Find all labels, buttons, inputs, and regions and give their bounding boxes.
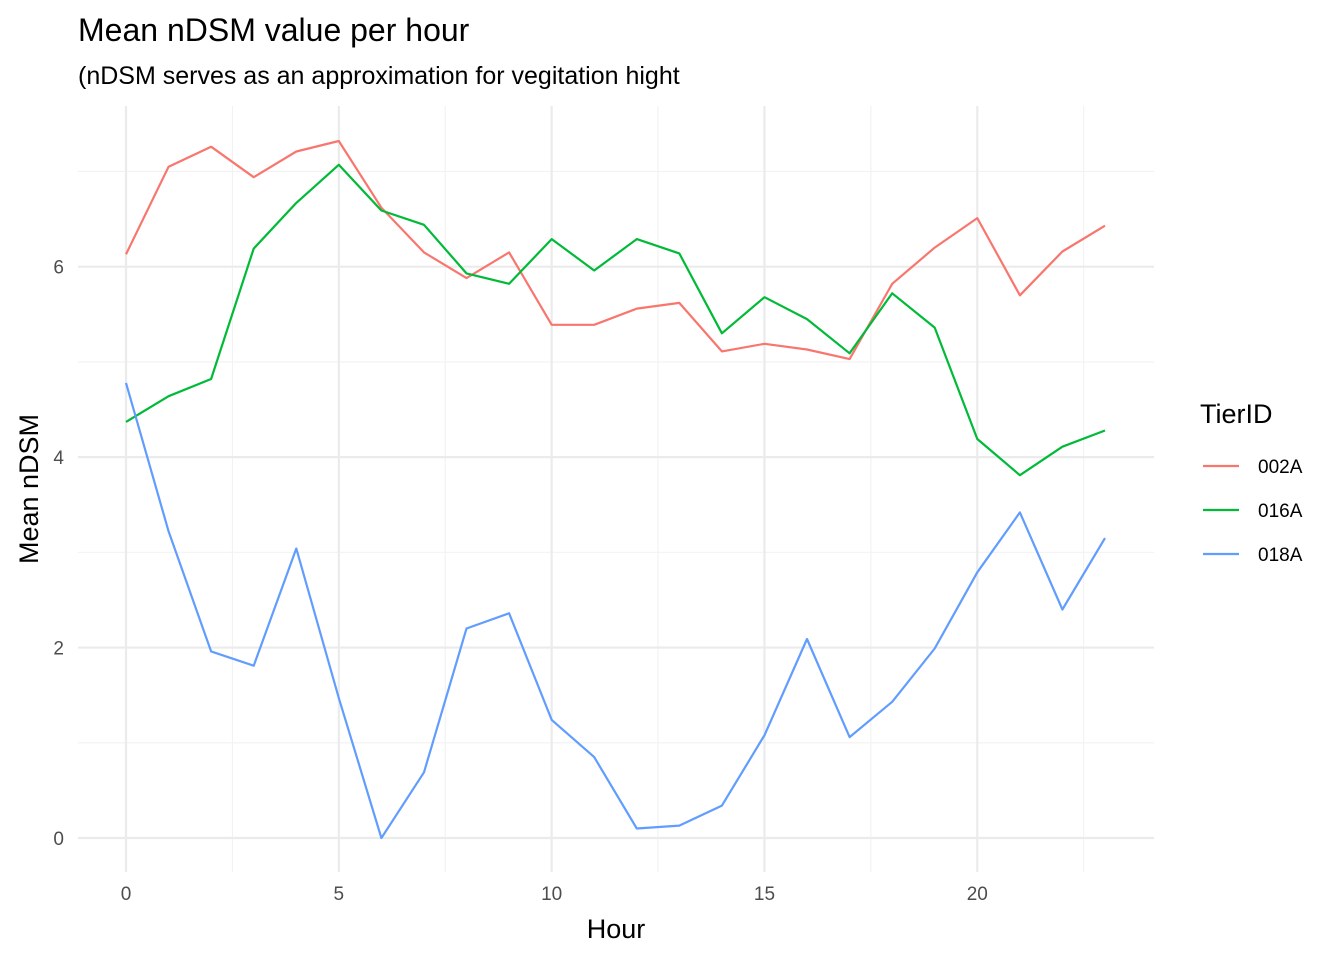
y-tick-labels: 0 2 4 6 bbox=[53, 258, 64, 850]
x-tick-label: 5 bbox=[334, 884, 345, 905]
x-tick-label: 20 bbox=[967, 884, 988, 905]
x-tick-label: 0 bbox=[121, 884, 132, 905]
legend-label-018A: 018A bbox=[1258, 545, 1303, 566]
legend-label-002A: 002A bbox=[1258, 457, 1303, 478]
series-line-018A bbox=[124, 382, 1106, 840]
legend-label-016A: 016A bbox=[1258, 501, 1303, 522]
chart-subtitle: (nDSM serves as an approximation for veg… bbox=[78, 62, 680, 90]
y-axis-title: Mean nDSM bbox=[14, 414, 44, 564]
x-tick-labels: 0 5 10 15 20 bbox=[121, 884, 988, 905]
x-axis-title: Hour bbox=[587, 914, 646, 944]
legend: TierID 002A 016A 018A bbox=[1200, 399, 1303, 566]
series-line-016A bbox=[125, 163, 1106, 477]
x-tick-label: 15 bbox=[754, 884, 775, 905]
y-tick-label: 4 bbox=[53, 448, 64, 469]
x-tick-label: 10 bbox=[541, 884, 562, 905]
series-line-002A bbox=[125, 139, 1106, 361]
y-tick-label: 2 bbox=[53, 639, 64, 660]
chart-title: Mean nDSM value per hour bbox=[78, 12, 470, 48]
plot-area bbox=[78, 106, 1154, 872]
legend-title: TierID bbox=[1200, 399, 1273, 429]
y-tick-label: 6 bbox=[53, 258, 64, 279]
y-tick-label: 0 bbox=[53, 829, 64, 850]
